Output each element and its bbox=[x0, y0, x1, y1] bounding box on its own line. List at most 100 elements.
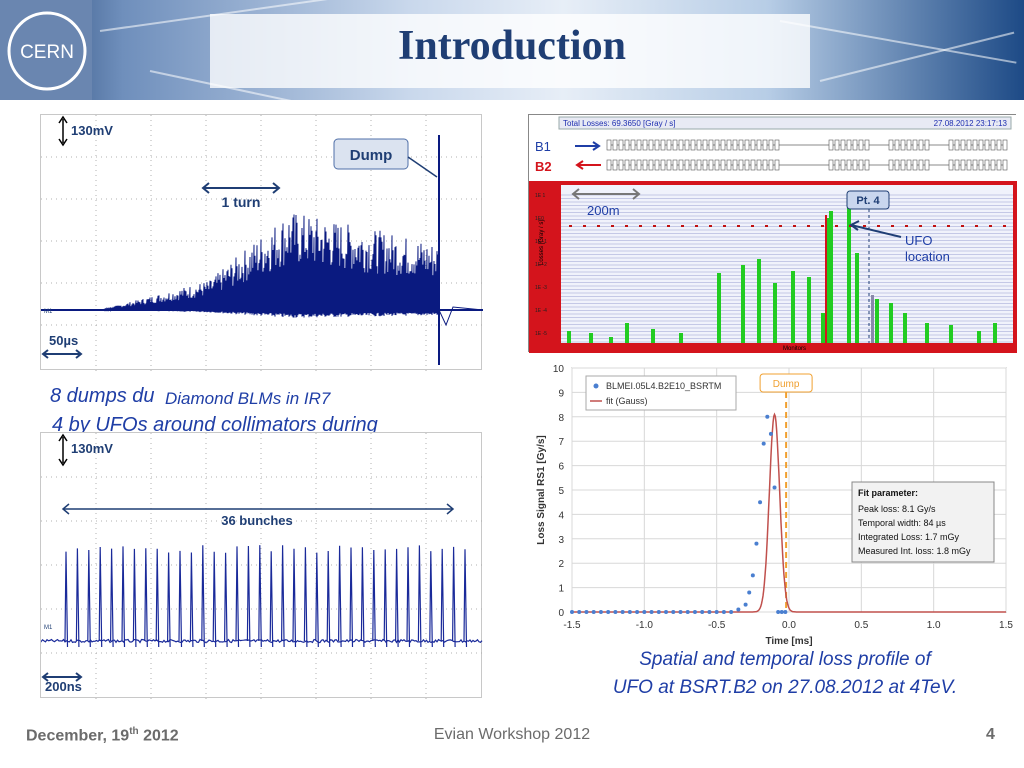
fit-y-tick: 2 bbox=[558, 559, 564, 570]
fit-y-tick: 1 bbox=[558, 584, 564, 595]
fit-data-point bbox=[761, 441, 766, 446]
fit-data-point bbox=[678, 610, 683, 614]
fit-data-point bbox=[743, 602, 748, 607]
fit-data-point bbox=[779, 610, 784, 614]
fit-data-point bbox=[598, 610, 603, 614]
loss-bar-grey bbox=[871, 295, 874, 343]
loss-bar bbox=[903, 313, 907, 343]
fit-data-point bbox=[707, 610, 712, 614]
fit-x-tick: 1.0 bbox=[927, 620, 941, 631]
bunches-label: 36 bunches bbox=[221, 513, 293, 528]
loss-bar bbox=[757, 259, 761, 343]
fit-y-tick: 3 bbox=[558, 535, 564, 546]
fit-data-point bbox=[577, 610, 582, 614]
loss-y-tick: 1E -3 bbox=[535, 285, 547, 291]
loss-y-tick: 1E -1 bbox=[535, 239, 547, 245]
fit-data-point bbox=[606, 610, 611, 614]
loss-y-tick: 1E -2 bbox=[535, 262, 547, 268]
point-label: Pt. 4 bbox=[856, 195, 880, 207]
ufo-label: UFO bbox=[905, 233, 932, 248]
scope-bottom-scale: 130mV bbox=[71, 441, 113, 456]
loss-bar bbox=[807, 277, 811, 343]
legend-point-icon bbox=[593, 383, 599, 389]
fit-y-label: Loss Signal RS1 [Gy/s] bbox=[536, 435, 547, 544]
fit-data-point bbox=[776, 610, 781, 614]
fit-data-point bbox=[635, 610, 640, 614]
fit-box-line: Peak loss: 8.1 Gy/s bbox=[858, 504, 936, 514]
distance-label: 200m bbox=[587, 203, 620, 218]
loss-x-label: Monitors bbox=[783, 346, 806, 352]
loss-header-left: Total Losses: 69.3650 [Gray / s] bbox=[563, 119, 676, 128]
loss-bar bbox=[651, 329, 655, 343]
loss-bar bbox=[717, 273, 721, 343]
one-turn-label: 1 turn bbox=[222, 194, 261, 210]
loss-threshold-mark bbox=[765, 225, 768, 227]
loss-bar bbox=[889, 303, 893, 343]
loss-threshold-mark bbox=[835, 225, 838, 227]
fit-x-tick: -1.0 bbox=[636, 620, 654, 631]
fit-data-point bbox=[642, 610, 647, 614]
loss-bar bbox=[589, 333, 593, 343]
fit-data-point bbox=[729, 610, 734, 614]
fit-data-point bbox=[736, 607, 741, 612]
fit-data-point bbox=[591, 610, 596, 614]
scope-top-scale: 130mV bbox=[71, 123, 113, 138]
fit-data-point bbox=[714, 610, 719, 614]
fit-data-point bbox=[649, 610, 654, 614]
fit-x-tick: 0.0 bbox=[782, 620, 796, 631]
loss-threshold-mark bbox=[667, 225, 670, 227]
fit-y-tick: 6 bbox=[558, 462, 564, 473]
dump-label: Dump bbox=[350, 147, 393, 164]
page-title: Introduction bbox=[398, 23, 626, 69]
legend-series-2: fit (Gauss) bbox=[606, 396, 648, 406]
loss-threshold-mark bbox=[989, 225, 992, 227]
fit-box-title: Fit parameter: bbox=[858, 488, 918, 498]
fit-data-point bbox=[570, 610, 574, 614]
loss-bar bbox=[625, 323, 629, 343]
fit-data-point bbox=[747, 590, 752, 595]
loss-threshold-mark bbox=[625, 225, 628, 227]
fit-data-point bbox=[664, 610, 669, 614]
loss-y-tick: 1E0 bbox=[535, 216, 544, 222]
loss-bar bbox=[773, 283, 777, 343]
loss-y-tick: 1E 1 bbox=[535, 193, 546, 199]
scope-bottom-plot: 130mV 36 bunches M1 bbox=[41, 433, 483, 699]
loss-bar bbox=[567, 331, 571, 343]
loss-threshold-mark bbox=[849, 225, 852, 227]
fit-data-point bbox=[620, 610, 625, 614]
loss-threshold-mark bbox=[653, 225, 656, 227]
loss-y-tick: 1E -5 bbox=[535, 331, 547, 337]
fit-y-tick: 4 bbox=[558, 510, 564, 521]
fit-chart: 0 1 2 3 4 5 6 7 8 9 10 -1.5 -1.0 -0.5 0.0 0.5 1.0 1.5 Time… bbox=[532, 360, 1016, 650]
dump-chart-label: Dump bbox=[773, 379, 800, 390]
fit-data-point bbox=[750, 573, 755, 578]
loss-threshold-mark bbox=[905, 225, 908, 227]
loss-threshold-mark bbox=[961, 225, 964, 227]
fit-x-tick: -1.5 bbox=[563, 620, 581, 631]
loss-bar bbox=[741, 265, 745, 343]
loss-header-right: 27.08.2012 23:17:13 bbox=[934, 119, 1008, 128]
scope-top-grid bbox=[41, 115, 483, 371]
footer-event: Evian Workshop 2012 bbox=[433, 726, 591, 743]
fit-data-point bbox=[692, 610, 697, 614]
loss-bar bbox=[977, 331, 981, 343]
loss-threshold-mark bbox=[569, 225, 572, 227]
loss-bar bbox=[679, 333, 683, 343]
fit-data-point bbox=[765, 414, 770, 419]
scope-top-time: 50µs bbox=[49, 333, 79, 348]
scope-top-plot: 130mV Dump 1 turn M1 bbox=[41, 115, 483, 371]
logo-text: CERN bbox=[20, 42, 74, 63]
loss-threshold-mark bbox=[639, 225, 642, 227]
header-banner bbox=[0, 0, 1024, 100]
loss-threshold-mark bbox=[583, 225, 586, 227]
scope-bottom-marker: M1 bbox=[44, 625, 53, 631]
fit-data-point bbox=[758, 500, 763, 505]
fit-data-point bbox=[656, 610, 661, 614]
fit-box-line: Integrated Loss: 1.7 mGy bbox=[858, 532, 960, 542]
fit-x-label: Time [ms] bbox=[765, 636, 812, 647]
loss-bar bbox=[821, 313, 825, 343]
loss-bar bbox=[847, 203, 851, 343]
caption-line-2: UFO at BSRT.B2 on 27.08.2012 at 4TeV. bbox=[612, 677, 958, 698]
loss-threshold-mark bbox=[779, 225, 782, 227]
dump-box bbox=[759, 373, 813, 393]
